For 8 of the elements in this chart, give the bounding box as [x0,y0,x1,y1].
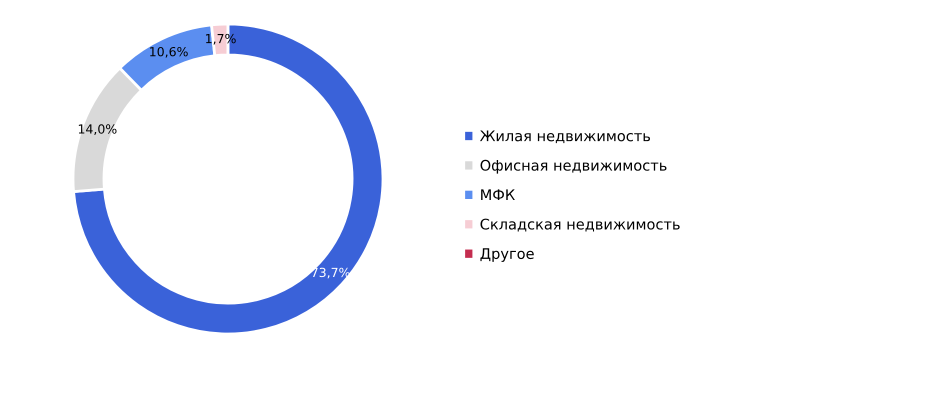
legend-label: Офисная недвижимость [480,160,666,174]
legend-label: Жилая недвижимость [480,130,650,144]
legend-label: Складская недвижимость [480,218,680,232]
data-label: 10,6% [150,46,188,58]
legend-label: МФК [481,189,515,200]
data-label: 14,0% [78,124,117,136]
legend-label: Другое [480,248,534,262]
donut-slice [72,22,384,336]
